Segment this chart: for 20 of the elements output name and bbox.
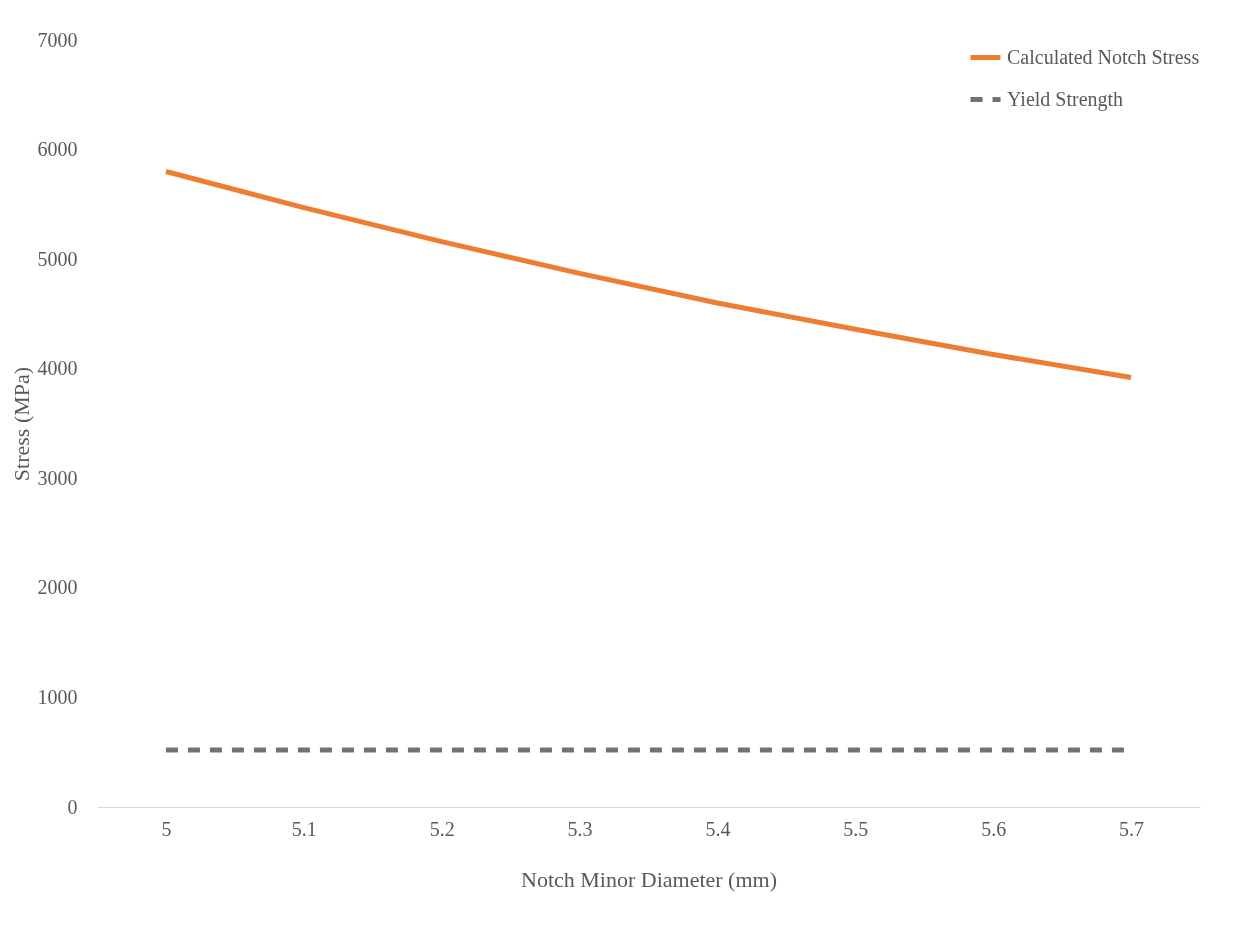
y-tick-label: 1000 bbox=[37, 685, 78, 708]
y-tick-label: 7000 bbox=[37, 28, 78, 51]
y-tick-label: 5000 bbox=[37, 247, 78, 270]
y-tick-label: 3000 bbox=[37, 466, 78, 489]
x-tick-label: 5.3 bbox=[567, 817, 593, 840]
y-tick-label: 2000 bbox=[37, 576, 78, 599]
y-tick-label: 0 bbox=[67, 795, 78, 818]
x-tick-label: 5.5 bbox=[843, 817, 869, 840]
x-tick-label: 5.6 bbox=[981, 817, 1007, 840]
y-tick-label: 4000 bbox=[37, 357, 78, 380]
y-axis-title: Stress (MPa) bbox=[8, 366, 34, 482]
x-tick-label: 5.4 bbox=[705, 817, 731, 840]
x-tick-label: 5 bbox=[161, 817, 172, 840]
x-tick-label: 5.2 bbox=[429, 817, 455, 840]
x-tick-label: 5.1 bbox=[291, 817, 317, 840]
legend-label: Yield Strength bbox=[1007, 87, 1124, 111]
x-axis-title: Notch Minor Diameter (mm) bbox=[521, 866, 777, 892]
y-tick-label: 6000 bbox=[37, 138, 78, 161]
legend-label: Calculated Notch Stress bbox=[1007, 45, 1200, 68]
x-tick-label: 5.7 bbox=[1119, 817, 1145, 840]
